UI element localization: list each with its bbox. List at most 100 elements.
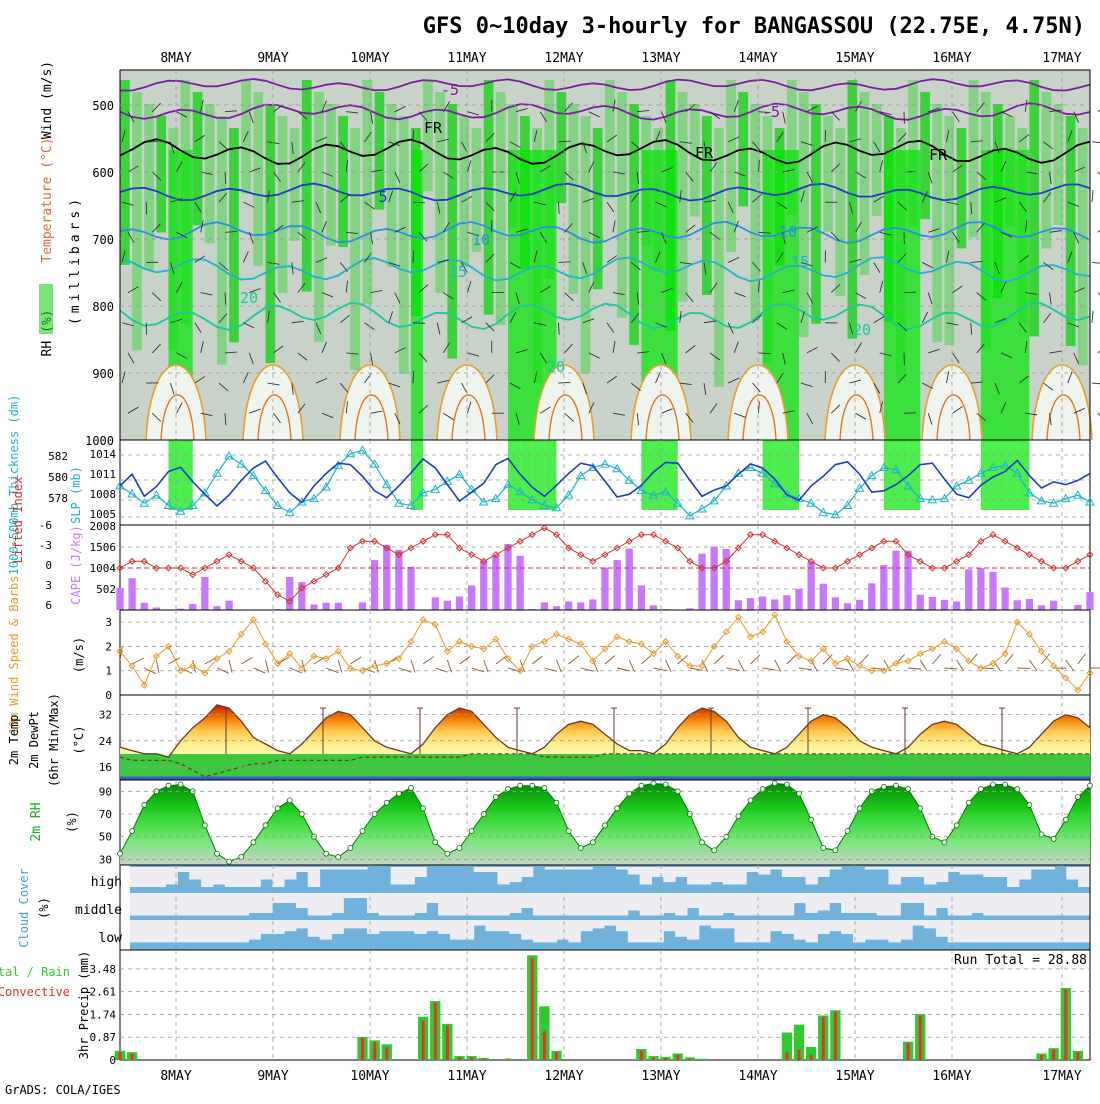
precip-conv-bar bbox=[119, 1052, 122, 1060]
cloud-clear-high bbox=[889, 867, 901, 885]
cloud-clear-low bbox=[201, 920, 213, 942]
cloud-clear-middle bbox=[580, 893, 592, 916]
cape-bar bbox=[941, 600, 948, 610]
rh-marker bbox=[1027, 802, 1032, 807]
cloud-clear-middle bbox=[225, 893, 237, 916]
cloud-clear-low bbox=[557, 920, 569, 940]
rh-marker bbox=[1088, 783, 1093, 788]
day-label-top: 11MAY bbox=[447, 51, 486, 66]
rh-marker bbox=[360, 829, 365, 834]
cloud-clear-middle bbox=[142, 893, 154, 916]
cape-bar bbox=[1086, 592, 1093, 610]
cloud-clear-middle bbox=[331, 893, 343, 913]
profile-rh-swatch bbox=[39, 284, 53, 334]
cloud-clear-middle bbox=[308, 893, 320, 916]
rh-column bbox=[848, 80, 858, 339]
cloud-clear-low bbox=[651, 920, 663, 942]
rh-marker bbox=[748, 798, 753, 803]
cloud-clear-high bbox=[272, 867, 284, 887]
cape-bar bbox=[225, 601, 232, 610]
cape-bar bbox=[868, 583, 875, 610]
cloud-clear-high bbox=[284, 867, 296, 880]
cloud-clear-middle bbox=[569, 893, 581, 916]
rh-column bbox=[714, 128, 724, 387]
wind-barb-10m bbox=[823, 655, 832, 664]
cloud-clear-middle bbox=[640, 893, 652, 916]
rh2m-tick: 30 bbox=[99, 853, 112, 866]
wind-barb-10m bbox=[799, 668, 812, 670]
cloud-clear-middle bbox=[616, 893, 628, 916]
cloud-clear-middle bbox=[675, 893, 687, 916]
rh-column-saturated bbox=[993, 150, 1005, 510]
precip-conv-bar bbox=[664, 1058, 667, 1060]
rh-column bbox=[932, 104, 942, 342]
cloud-clear-middle bbox=[166, 893, 178, 916]
rh-column bbox=[799, 92, 809, 337]
rh-marker bbox=[1003, 782, 1008, 787]
cape-bar bbox=[892, 551, 899, 610]
cloud-clear-low bbox=[225, 920, 237, 942]
cloud-clear-high bbox=[829, 867, 841, 870]
cloud-clear-middle bbox=[355, 893, 367, 898]
cloud-clear-low bbox=[486, 920, 498, 931]
rh-column bbox=[617, 92, 627, 318]
wind-barb bbox=[1092, 311, 1093, 323]
day-label-top: 10MAY bbox=[350, 51, 389, 66]
cloud-clear-middle bbox=[687, 893, 699, 908]
cloud-clear-high bbox=[497, 867, 509, 885]
cape-bar bbox=[492, 555, 499, 610]
cloud-clear-high bbox=[971, 867, 983, 875]
cape-bar bbox=[807, 562, 814, 610]
cloud-clear-high bbox=[521, 867, 533, 877]
thickness-tick: 582 bbox=[48, 450, 68, 463]
cloud-clear-high bbox=[403, 867, 415, 885]
rh-marker bbox=[445, 851, 450, 856]
cloud-clear-middle bbox=[414, 893, 426, 913]
cloud-clear-high bbox=[758, 867, 770, 875]
cloud-clear-high bbox=[1031, 867, 1043, 870]
cape-bar bbox=[917, 595, 924, 610]
cape-bar bbox=[468, 585, 475, 610]
contour-label: 10 bbox=[472, 231, 490, 249]
rh-marker bbox=[433, 840, 438, 845]
contour-label: 20 bbox=[853, 321, 871, 339]
cloud-clear-low bbox=[414, 920, 426, 934]
cape-bar bbox=[310, 604, 317, 610]
cloud-clear-middle bbox=[1078, 893, 1090, 916]
profile-wind-label: Wind (m/s) bbox=[40, 61, 55, 139]
wind-barb bbox=[413, 371, 414, 383]
pressure-tick: 500 bbox=[92, 99, 114, 113]
cape-bar bbox=[553, 606, 560, 610]
cape-bar bbox=[759, 596, 766, 610]
cloud-clear-middle bbox=[1007, 893, 1019, 916]
rh-marker bbox=[384, 800, 389, 805]
wind-barb-10m bbox=[496, 656, 506, 664]
cloud-clear-low bbox=[260, 920, 272, 934]
cloud-clear-middle bbox=[817, 893, 829, 911]
rh-marker bbox=[821, 846, 826, 851]
rh-column bbox=[860, 92, 870, 275]
cloud-clear-high bbox=[640, 867, 652, 885]
rh-column bbox=[823, 116, 833, 232]
cloud-clear-low bbox=[367, 920, 379, 934]
cape-bar bbox=[577, 602, 584, 610]
cloud-clear-low bbox=[284, 920, 296, 931]
lifted-index-tick: 0 bbox=[45, 559, 52, 572]
cloud-clear-high bbox=[237, 867, 249, 887]
wind-barb-10m bbox=[605, 656, 615, 664]
slp-tick: 1014 bbox=[90, 448, 117, 461]
cloud-clear-low bbox=[213, 920, 225, 942]
cloud-clear-low bbox=[308, 920, 320, 937]
precip-conv-bar bbox=[507, 1059, 510, 1060]
precip-units: 3hr Precip (mm) bbox=[77, 951, 91, 1059]
cloud-clear-low bbox=[604, 920, 616, 926]
cloud-units: (%) bbox=[37, 897, 51, 919]
cape-bar bbox=[626, 549, 633, 610]
rh-marker bbox=[760, 787, 765, 792]
cloud-clear-middle bbox=[426, 893, 438, 903]
cloud-clear-low bbox=[699, 920, 711, 926]
precip-conv-bar bbox=[1040, 1055, 1043, 1060]
cloud-clear-low bbox=[1031, 920, 1043, 942]
lifted-index-tick: -3 bbox=[39, 539, 52, 552]
